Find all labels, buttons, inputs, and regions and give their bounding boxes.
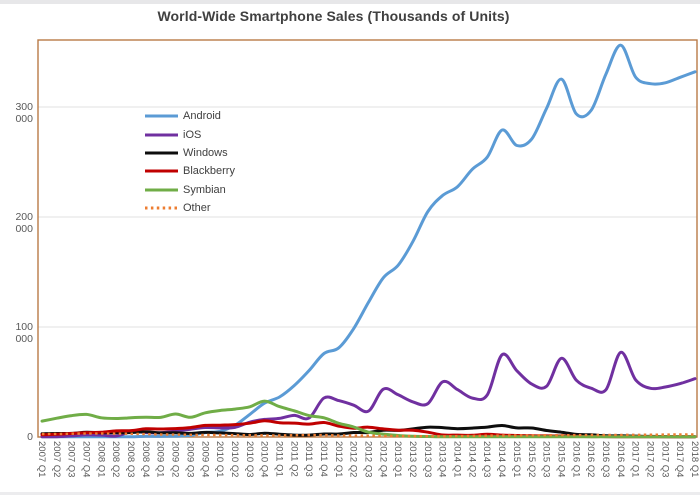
legend-swatch-windows xyxy=(145,151,178,155)
x-tick-label: 2009 Q3 xyxy=(184,441,196,478)
x-tick-label: 2010 Q4 xyxy=(258,441,270,478)
legend-swatch-other xyxy=(145,206,178,210)
x-tick-label: 2017 Q2 xyxy=(644,441,656,478)
legend-item-ios: iOS xyxy=(145,125,235,143)
x-tick-label: 2011 Q4 xyxy=(317,441,329,477)
x-tick-label: 2014 Q1 xyxy=(451,441,463,478)
x-tick-label: 2012 Q4 xyxy=(377,441,389,478)
x-tick-label: 2007 Q3 xyxy=(65,441,77,478)
plot-border xyxy=(37,39,698,438)
series-line-other xyxy=(41,432,696,438)
x-tick-label: 2008 Q1 xyxy=(95,441,107,478)
x-tick-label: 2017 Q4 xyxy=(674,441,686,478)
series-line-symbian xyxy=(40,399,697,439)
x-tick-label: 2011 Q3 xyxy=(303,441,315,477)
x-tick-label: 2015 Q3 xyxy=(540,441,552,478)
x-tick-label: 2016 Q3 xyxy=(599,441,611,478)
x-tick-label: 2016 Q1 xyxy=(570,441,582,478)
x-tick-label: 2014 Q3 xyxy=(481,441,493,478)
x-tick-label: 2008 Q2 xyxy=(110,441,122,478)
x-tick-label: 2018 Q1 xyxy=(689,441,700,478)
legend-item-other: Other xyxy=(145,199,235,217)
series-line-ios xyxy=(40,350,697,439)
y-tick-label: 0 xyxy=(27,431,33,443)
legend-swatch-symbian xyxy=(145,188,178,192)
x-tick-label: 2012 Q3 xyxy=(362,441,374,478)
legend-label: Symbian xyxy=(183,183,226,196)
legend-item-android: Android xyxy=(145,107,235,125)
x-tick-label: 2013 Q1 xyxy=(392,441,404,478)
legend-label: iOS xyxy=(183,128,202,141)
window-edge-strip-bottom xyxy=(0,492,700,495)
x-tick-label: 2012 Q1 xyxy=(332,441,344,478)
window-edge-strip-top xyxy=(0,0,700,4)
x-tick-label: 2008 Q4 xyxy=(139,441,151,478)
y-tick-label: 200 000 xyxy=(15,211,33,235)
legend-label: Windows xyxy=(183,146,228,159)
x-tick-label: 2009 Q4 xyxy=(199,441,211,478)
x-tick-label: 2012 Q2 xyxy=(347,441,359,478)
legend-item-blackberry: Blackberry xyxy=(145,162,235,180)
x-tick-label: 2007 Q2 xyxy=(50,441,62,478)
x-tick-label: 2008 Q3 xyxy=(125,441,137,478)
x-tick-label: 2014 Q4 xyxy=(496,441,508,478)
x-tick-label: 2015 Q1 xyxy=(510,441,522,478)
x-tick-label: 2010 Q1 xyxy=(214,441,226,478)
x-tick-label: 2016 Q4 xyxy=(614,441,626,478)
legend-label: Blackberry xyxy=(183,165,235,178)
legend-swatch-android xyxy=(145,114,178,118)
x-tick-label: 2009 Q2 xyxy=(169,441,181,478)
x-tick-label: 2007 Q4 xyxy=(80,441,92,478)
x-tick-label: 2014 Q2 xyxy=(466,441,478,478)
x-tick-label: 2009 Q1 xyxy=(154,441,166,478)
x-tick-label: 2013 Q3 xyxy=(421,441,433,478)
x-tick-label: 2016 Q2 xyxy=(585,441,597,478)
y-tick-label: 300 000 xyxy=(15,101,33,125)
y-tick-label: 100 000 xyxy=(15,321,33,345)
x-tick-label: 2015 Q4 xyxy=(555,441,567,478)
series-line-android xyxy=(40,43,697,439)
x-tick-label: 2010 Q3 xyxy=(243,441,255,478)
legend-item-symbian: Symbian xyxy=(145,181,235,199)
x-tick-label: 2015 Q2 xyxy=(525,441,537,478)
x-tick-label: 2011 Q2 xyxy=(288,441,300,477)
chart-legend: Android iOS Windows Blackberry Symbian Other xyxy=(145,107,235,217)
x-tick-label: 2017 Q3 xyxy=(659,441,671,478)
x-tick-label: 2017 Q1 xyxy=(629,441,641,478)
legend-item-windows: Windows xyxy=(145,144,235,162)
legend-swatch-ios xyxy=(145,133,178,137)
x-tick-label: 2007 Q1 xyxy=(36,441,47,478)
legend-label: Android xyxy=(183,110,221,123)
legend-label: Other xyxy=(183,202,211,215)
legend-swatch-blackberry xyxy=(145,169,178,173)
x-tick-label: 2013 Q4 xyxy=(436,441,448,478)
chart-title: World-Wide Smartphone Sales (Thousands o… xyxy=(157,8,510,24)
x-tick-label: 2010 Q2 xyxy=(228,441,240,478)
x-tick-label: 2011 Q1 xyxy=(273,441,285,477)
x-tick-label: 2013 Q2 xyxy=(407,441,419,478)
